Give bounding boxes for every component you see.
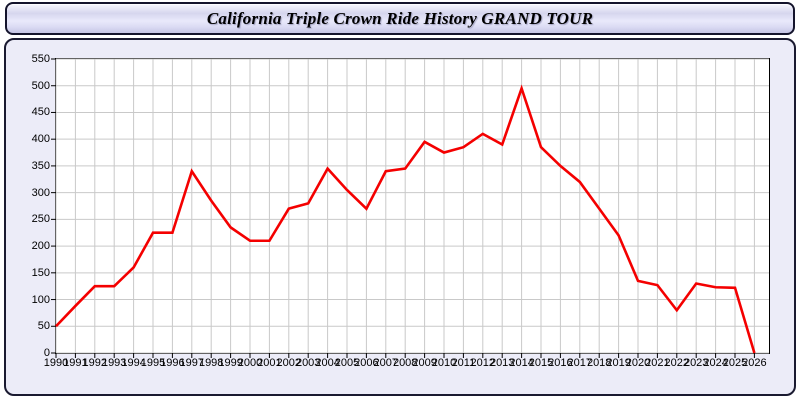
y-tick-label: 300 <box>31 186 50 199</box>
y-tick-label: 150 <box>31 266 50 279</box>
x-tick-label: 2005 <box>334 357 360 369</box>
x-tick-label: 1991 <box>63 357 88 369</box>
x-tick-label: 2006 <box>354 357 379 369</box>
x-tick-label: 2025 <box>722 357 748 369</box>
x-tick-label: 1992 <box>82 357 108 369</box>
x-tick-label: 1993 <box>101 357 127 369</box>
x-tick-label: 2012 <box>470 357 496 369</box>
y-tick-label: 100 <box>31 293 50 306</box>
y-tick-label: 450 <box>31 106 50 119</box>
x-tick-label: 2013 <box>489 357 515 369</box>
x-tick-label: 2020 <box>625 357 651 369</box>
plot-area: 0 50 100 150 200 250 300 350 400 450 500 550 1990 199… <box>32 54 770 369</box>
y-tick-label: 550 <box>31 53 50 65</box>
x-tick-label: 2017 <box>567 357 593 369</box>
x-tick-label: 2022 <box>664 357 690 369</box>
x-tick-label: 2024 <box>703 357 728 369</box>
chart-title: California Triple Crown Ride History GRA… <box>206 8 594 28</box>
chart-canvas <box>51 58 769 358</box>
x-tick-label: 2004 <box>315 357 340 369</box>
x-tick-label: 2009 <box>412 357 437 369</box>
riders-line-series <box>55 84 756 354</box>
y-tick-label: 400 <box>31 133 50 146</box>
x-tick-label: 2021 <box>645 357 670 369</box>
x-tick-label: 2026 <box>742 357 767 369</box>
x-tick-label: 2007 <box>373 357 399 369</box>
x-tick-label: 2010 <box>431 357 457 369</box>
y-tick-label: 0 <box>43 347 50 359</box>
x-tick-label: 1996 <box>160 357 185 369</box>
y-tick-label: 200 <box>31 240 50 253</box>
y-tick-label: 500 <box>31 79 50 92</box>
x-tick-label: 1997 <box>179 357 205 369</box>
x-tick-label: 1990 <box>43 357 69 369</box>
x-tick-label: 2011 <box>451 357 476 369</box>
x-tick-label: 1995 <box>140 357 166 369</box>
chart-panel: Riders 050100150200250300350400450500550… <box>4 38 796 396</box>
title-bar: California Triple Crown Ride History GRA… <box>5 2 795 35</box>
x-tick-label: 2003 <box>295 357 321 369</box>
x-tick-label: 2002 <box>276 357 302 369</box>
x-tick-label: 2001 <box>257 357 282 369</box>
x-tick-label: 2000 <box>237 357 263 369</box>
y-tick-label: 50 <box>37 320 50 333</box>
x-tick-label: 1998 <box>198 357 224 369</box>
x-tick-label: 2014 <box>509 357 534 369</box>
x-tick-label: 1999 <box>218 357 243 369</box>
y-tick-label: 250 <box>31 213 50 226</box>
x-tick-label: 1994 <box>121 357 146 369</box>
x-tick-label: 2015 <box>528 357 554 369</box>
x-tick-label: 2016 <box>548 357 573 369</box>
y-tick-label: 350 <box>31 159 50 172</box>
x-tick-label: 2023 <box>683 357 709 369</box>
x-tick-label: 2018 <box>586 357 612 369</box>
x-tick-label: 2008 <box>392 357 418 369</box>
x-tick-label: 2019 <box>606 357 631 369</box>
